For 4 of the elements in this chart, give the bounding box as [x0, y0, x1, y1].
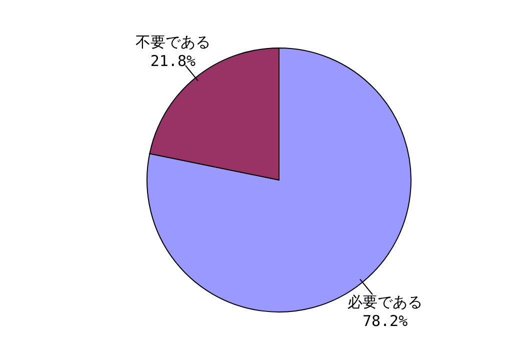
data-label: 21.8% [150, 52, 196, 70]
data-label: 78.2% [362, 312, 408, 330]
slice-label: 不要である [135, 33, 210, 52]
slice-label: 必要である [348, 292, 423, 311]
